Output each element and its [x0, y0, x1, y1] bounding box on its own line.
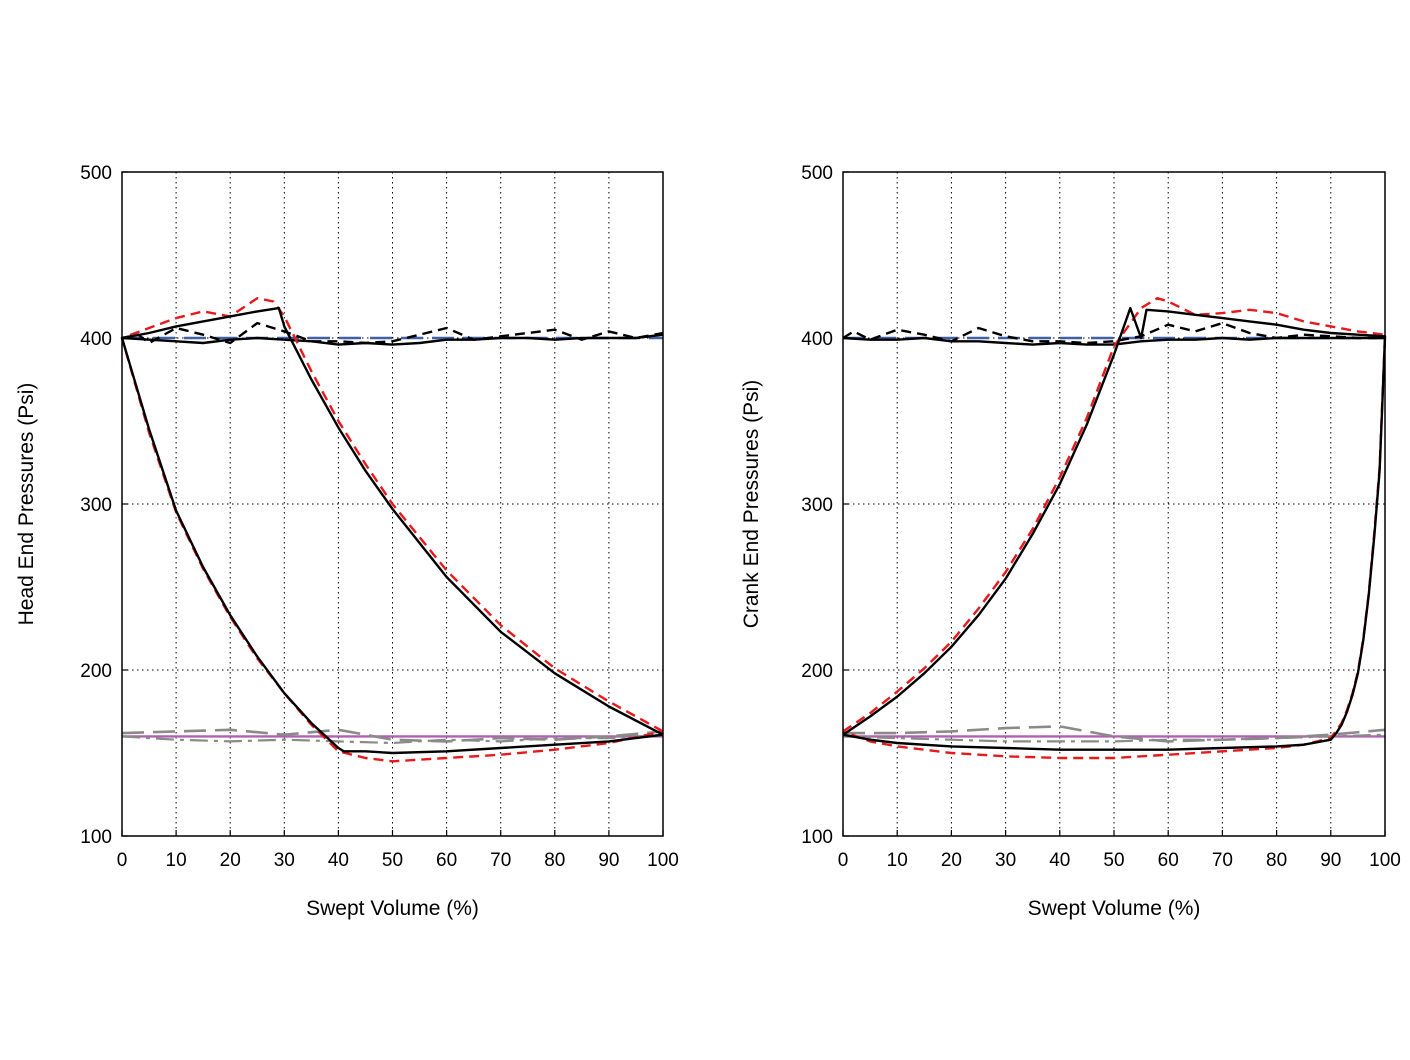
x-tick-label: 90	[598, 850, 619, 871]
grid	[843, 172, 1385, 836]
x-tick-label: 0	[117, 850, 128, 871]
crank-end-chart: 0 10 20 30 40 50 60 70 80 90 100 100 200 300 400 500 Swe…	[740, 163, 1401, 920]
series-line	[842, 733, 1386, 743]
x-tick-label: 70	[1212, 850, 1233, 871]
y-tick-label: 200	[801, 661, 833, 682]
series-group	[120, 297, 664, 763]
series-line	[842, 321, 1385, 345]
y-tick-label: 300	[80, 495, 112, 516]
series-line	[121, 333, 664, 346]
y-tick-label: 400	[80, 329, 112, 350]
series-line	[842, 336, 1385, 346]
head-end-chart: 0 10 20 30 40 50 60 70 80 90 100 100 200 300 400 500 Swe…	[15, 163, 679, 920]
y-tick-label: 100	[801, 827, 833, 848]
y-tick-label: 400	[801, 329, 833, 350]
series-line	[121, 321, 664, 345]
x-tick-label: 60	[436, 850, 457, 871]
x-tick-label: 50	[1103, 850, 1124, 871]
y-tick-label: 500	[80, 163, 112, 184]
x-tick-label: 0	[838, 850, 849, 871]
y-axis-title: Crank End Pressures (Psi)	[740, 380, 763, 629]
y-tick-label: 300	[801, 495, 833, 516]
x-tick-label: 70	[490, 850, 511, 871]
head-end-chart-panel: 0 10 20 30 40 50 60 70 80 90 100 100 200 300 400 500 Swe…	[15, 163, 679, 920]
series-line	[120, 306, 664, 755]
x-axis-title: Swept Volume (%)	[1028, 897, 1201, 920]
x-tick-label: 60	[1158, 850, 1179, 871]
series-line	[842, 297, 1387, 760]
x-tick-label: 10	[887, 850, 908, 871]
x-tick-label: 40	[1049, 850, 1070, 871]
x-tick-label: 20	[941, 850, 962, 871]
x-tick-label: 10	[166, 850, 187, 871]
series-line	[121, 733, 664, 745]
y-tick-label: 100	[80, 827, 112, 848]
x-tick-label: 100	[1369, 850, 1401, 871]
y-tick-label: 500	[801, 163, 833, 184]
x-tick-label: 30	[995, 850, 1016, 871]
x-tick-label: 30	[274, 850, 295, 871]
y-axis-title: Head End Pressures (Psi)	[15, 383, 38, 626]
y-tick-label: 200	[80, 661, 112, 682]
x-tick-label: 80	[1266, 850, 1287, 871]
x-tick-label: 100	[647, 850, 679, 871]
series-line	[120, 297, 664, 763]
crank-end-chart-panel: 0 10 20 30 40 50 60 70 80 90 100 100 200 300 400 500 Swe…	[705, 0, 1410, 1060]
x-tick-label: 40	[328, 850, 349, 871]
x-tick-label: 20	[220, 850, 241, 871]
x-tick-label: 90	[1320, 850, 1341, 871]
x-axis-title: Swept Volume (%)	[306, 897, 479, 920]
x-tick-label: 80	[544, 850, 565, 871]
x-tick-label: 50	[382, 850, 403, 871]
